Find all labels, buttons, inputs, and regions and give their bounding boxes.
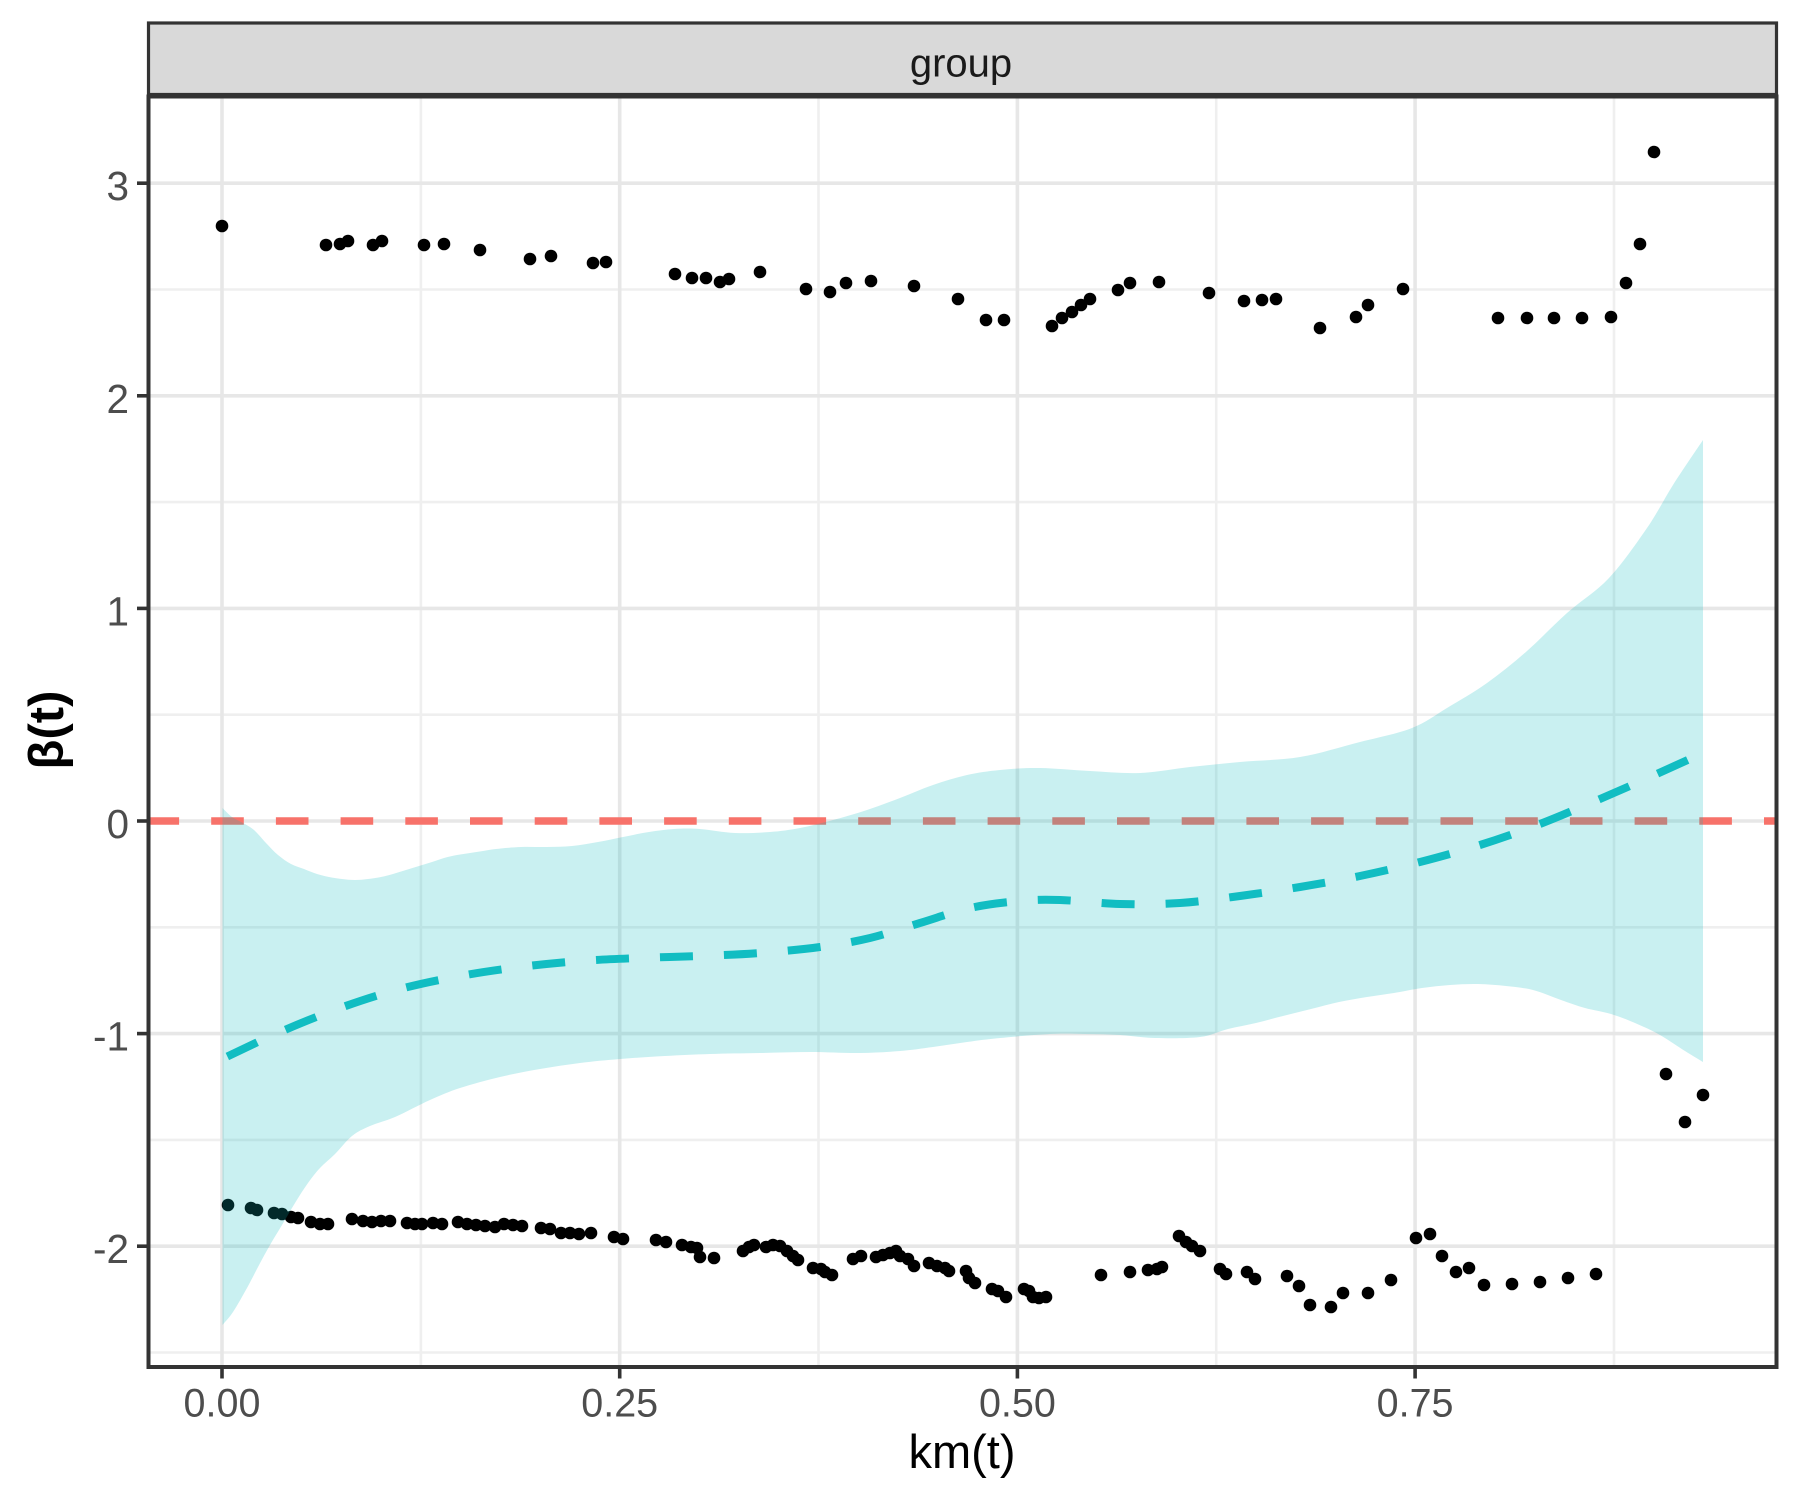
svg-text:group: group [910, 42, 1012, 86]
svg-text:3: 3 [106, 163, 129, 209]
svg-text:0.50: 0.50 [979, 1382, 1056, 1426]
svg-text:2: 2 [106, 376, 129, 422]
svg-text:-2: -2 [93, 1226, 129, 1272]
svg-text:0.00: 0.00 [184, 1382, 261, 1426]
svg-text:0: 0 [106, 801, 129, 847]
svg-text:-1: -1 [93, 1014, 129, 1060]
svg-text:0.75: 0.75 [1377, 1382, 1454, 1426]
svg-text:β(t): β(t) [20, 691, 74, 770]
svg-text:km(t): km(t) [908, 1425, 1015, 1478]
svg-text:1: 1 [106, 588, 129, 634]
svg-text:0.25: 0.25 [581, 1382, 658, 1426]
